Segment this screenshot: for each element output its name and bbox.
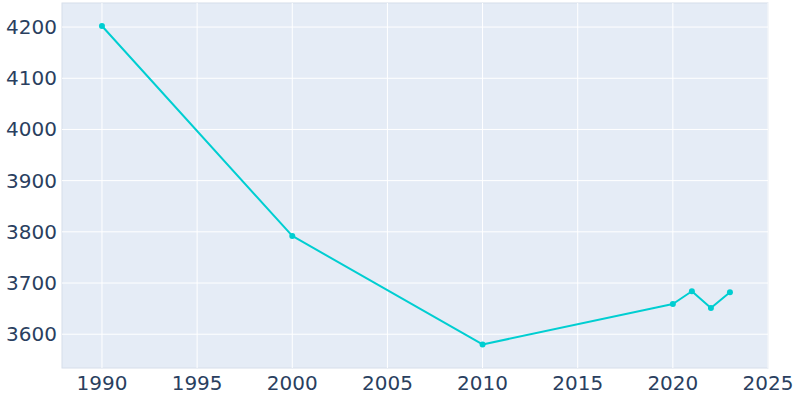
y-tick-label: 3700	[6, 271, 57, 295]
x-grid-line	[387, 3, 388, 368]
x-tick-label: 1995	[172, 371, 223, 395]
x-tick-label: 2005	[362, 371, 413, 395]
x-grid-line	[482, 3, 483, 368]
y-tick-label: 3600	[6, 322, 57, 346]
y-grid-line	[62, 78, 768, 79]
plot-area	[62, 3, 768, 368]
line	[102, 26, 730, 344]
y-tick-label: 4000	[6, 117, 57, 141]
y-tick-label: 3900	[6, 169, 57, 193]
marker	[708, 305, 714, 311]
y-grid-line	[62, 129, 768, 130]
y-grid-line	[62, 231, 768, 232]
data-layer	[99, 23, 733, 347]
chart-container: 1990 1995 2000 2005 2010 2015 2020 2025 3600 3700…	[0, 0, 800, 400]
marker	[727, 289, 733, 295]
x-grid-line	[292, 3, 293, 368]
x-tick-label: 2000	[267, 371, 318, 395]
y-grid-line	[62, 334, 768, 335]
x-tick-label: 1990	[77, 371, 128, 395]
marker	[689, 288, 695, 294]
y-tick-label: 3800	[6, 220, 57, 244]
chart-svg: 1990 1995 2000 2005 2010 2015 2020 2025 3600 3700…	[0, 0, 800, 400]
marker	[670, 301, 676, 307]
x-grid-line	[101, 3, 102, 368]
x-grid-line	[197, 3, 198, 368]
y-tick-label: 4200	[6, 15, 57, 39]
y-grid-line	[62, 27, 768, 28]
x-grid-line	[577, 3, 578, 368]
y-grid-line	[62, 180, 768, 181]
x-tick-label: 2025	[743, 371, 794, 395]
marker	[480, 341, 486, 347]
x-grid-line	[672, 3, 673, 368]
x-grid-line	[768, 3, 769, 368]
grid	[62, 3, 768, 368]
tick-labels: 1990 1995 2000 2005 2010 2015 2020 2025 3600 3700…	[6, 15, 793, 395]
y-tick-label: 4100	[6, 66, 57, 90]
marker	[289, 233, 295, 239]
marker	[99, 23, 105, 29]
x-tick-label: 2020	[647, 371, 698, 395]
y-grid-line	[62, 283, 768, 284]
x-tick-label: 2015	[552, 371, 603, 395]
x-tick-label: 2010	[457, 371, 508, 395]
